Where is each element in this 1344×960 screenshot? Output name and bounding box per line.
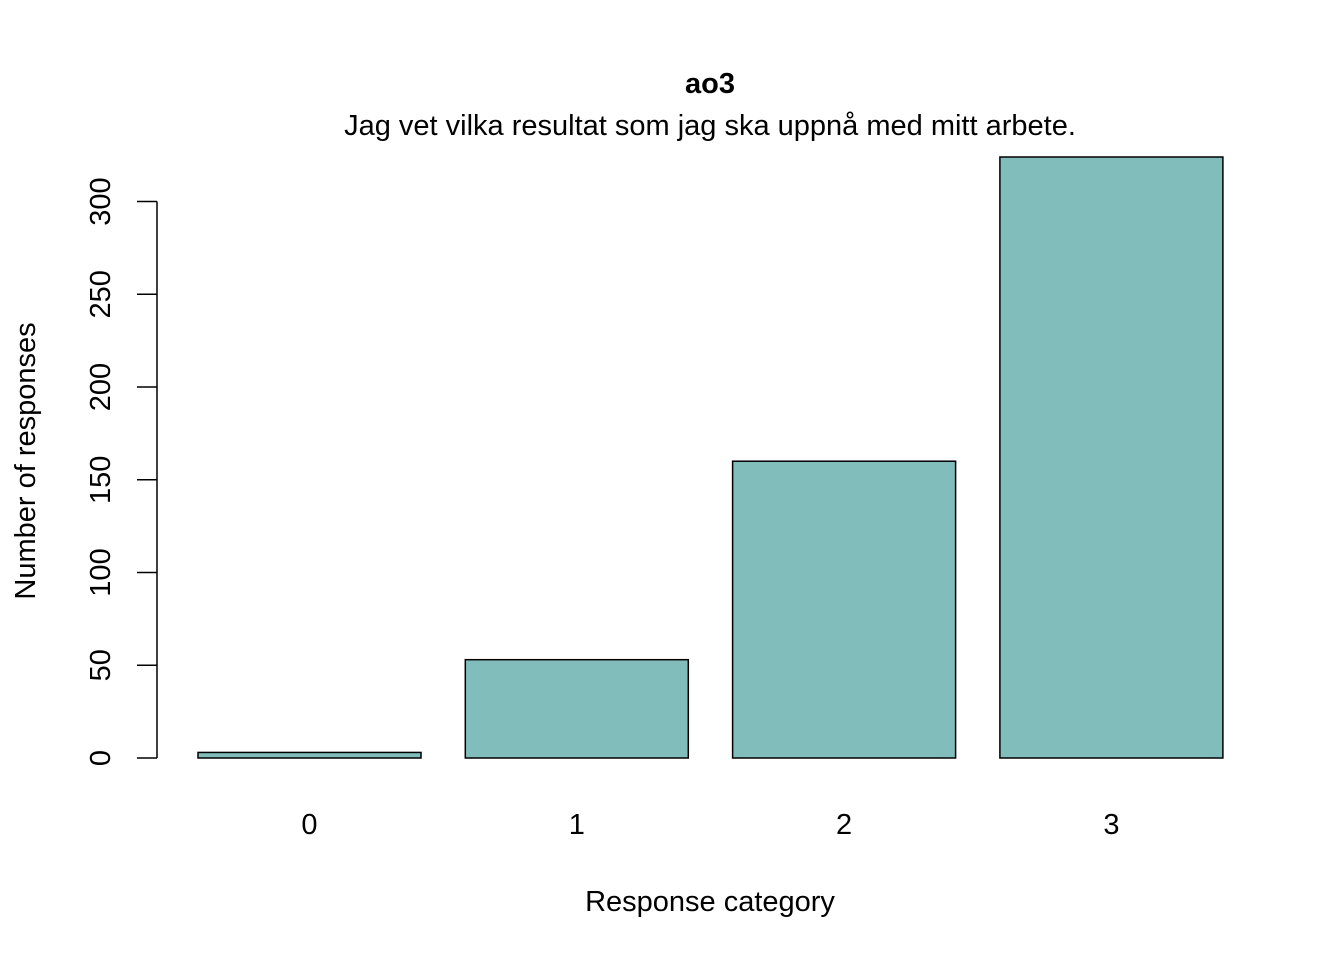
y-tick-label: 50 xyxy=(85,649,117,681)
chart-title: ao3 xyxy=(685,68,735,100)
x-tick-label: 0 xyxy=(301,809,317,841)
x-tick-label: 1 xyxy=(569,809,585,841)
bar-0 xyxy=(197,751,422,759)
y-tick-label: 100 xyxy=(85,548,117,596)
bar-1 xyxy=(464,658,690,759)
y-tick-label: 150 xyxy=(85,456,117,504)
y-axis: 0 50 100 150 200 250 300 xyxy=(85,177,158,766)
chart-subtitle: Jag vet vilka resultat som jag ska uppnå… xyxy=(344,110,1076,142)
x-tick-label: 3 xyxy=(1103,809,1119,841)
bar-2 xyxy=(731,460,957,759)
y-axis-label: Number of responses xyxy=(10,322,42,599)
x-tick-label: 2 xyxy=(836,809,852,841)
y-tick-label: 250 xyxy=(85,270,117,318)
y-tick-label: 300 xyxy=(85,177,117,225)
y-tick-label: 0 xyxy=(85,750,117,766)
bar-3 xyxy=(999,156,1224,759)
bars-group xyxy=(197,156,1224,759)
x-tick-labels: 0 1 2 3 xyxy=(301,809,1119,841)
x-axis-label: Response category xyxy=(585,886,835,918)
y-tick-label: 200 xyxy=(85,363,117,411)
